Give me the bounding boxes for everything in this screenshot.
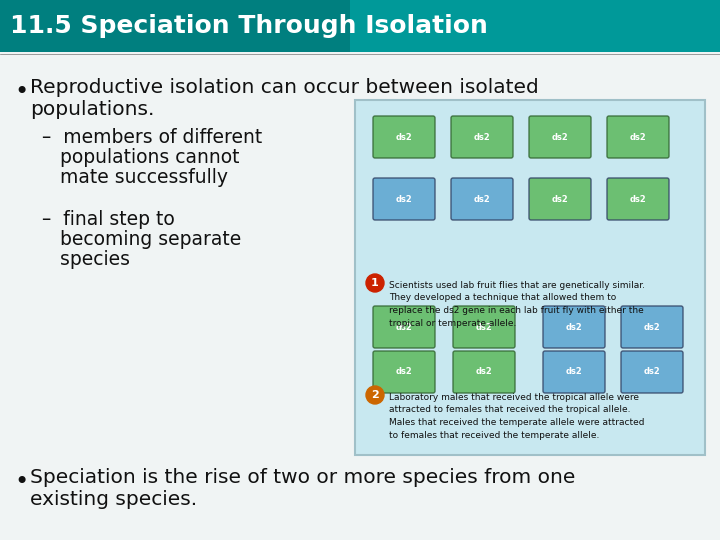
FancyBboxPatch shape <box>607 116 669 158</box>
Circle shape <box>366 386 384 404</box>
FancyBboxPatch shape <box>453 351 515 393</box>
Text: Speciation is the rise of two or more species from one: Speciation is the rise of two or more sp… <box>30 468 575 487</box>
Text: ds2: ds2 <box>552 194 568 204</box>
Text: 2: 2 <box>371 390 379 400</box>
FancyBboxPatch shape <box>373 116 435 158</box>
FancyBboxPatch shape <box>451 178 513 220</box>
Bar <box>355 100 705 455</box>
Text: Reproductive isolation can occur between isolated: Reproductive isolation can occur between… <box>30 78 539 97</box>
FancyBboxPatch shape <box>543 351 605 393</box>
Text: ds2: ds2 <box>395 322 413 332</box>
Text: ds2: ds2 <box>474 132 490 141</box>
Circle shape <box>366 274 384 292</box>
FancyBboxPatch shape <box>373 351 435 393</box>
Text: ds2: ds2 <box>474 194 490 204</box>
Text: ds2: ds2 <box>644 322 660 332</box>
FancyBboxPatch shape <box>543 306 605 348</box>
Text: populations cannot: populations cannot <box>42 148 240 167</box>
FancyBboxPatch shape <box>373 178 435 220</box>
FancyBboxPatch shape <box>621 306 683 348</box>
Text: 11.5 Speciation Through Isolation: 11.5 Speciation Through Isolation <box>10 14 488 38</box>
FancyBboxPatch shape <box>529 116 591 158</box>
Text: 1: 1 <box>371 278 379 288</box>
Text: ds2: ds2 <box>552 132 568 141</box>
Text: mate successfully: mate successfully <box>42 168 228 187</box>
FancyBboxPatch shape <box>621 351 683 393</box>
Text: •: • <box>14 80 28 104</box>
Text: ds2: ds2 <box>629 132 647 141</box>
Text: ds2: ds2 <box>644 368 660 376</box>
Text: ds2: ds2 <box>395 132 413 141</box>
Text: becoming separate: becoming separate <box>42 230 241 249</box>
FancyBboxPatch shape <box>453 306 515 348</box>
FancyBboxPatch shape <box>607 178 669 220</box>
FancyBboxPatch shape <box>529 178 591 220</box>
Bar <box>0 0 350 52</box>
Text: –  final step to: – final step to <box>42 210 175 229</box>
Bar <box>0 0 720 52</box>
Text: •: • <box>14 470 28 494</box>
Text: populations.: populations. <box>30 100 154 119</box>
Text: ds2: ds2 <box>566 322 582 332</box>
Text: –  members of different: – members of different <box>42 128 262 147</box>
Text: species: species <box>42 250 130 269</box>
Text: ds2: ds2 <box>395 368 413 376</box>
Text: ds2: ds2 <box>566 368 582 376</box>
FancyBboxPatch shape <box>451 116 513 158</box>
Text: Laboratory males that received the tropical allele were
attracted to females tha: Laboratory males that received the tropi… <box>389 393 644 440</box>
Text: ds2: ds2 <box>395 194 413 204</box>
Text: ds2: ds2 <box>476 322 492 332</box>
Text: Scientists used lab fruit flies that are genetically similar.
They developed a t: Scientists used lab fruit flies that are… <box>389 281 645 327</box>
Text: ds2: ds2 <box>476 368 492 376</box>
FancyBboxPatch shape <box>373 306 435 348</box>
Text: existing species.: existing species. <box>30 490 197 509</box>
Text: ds2: ds2 <box>629 194 647 204</box>
